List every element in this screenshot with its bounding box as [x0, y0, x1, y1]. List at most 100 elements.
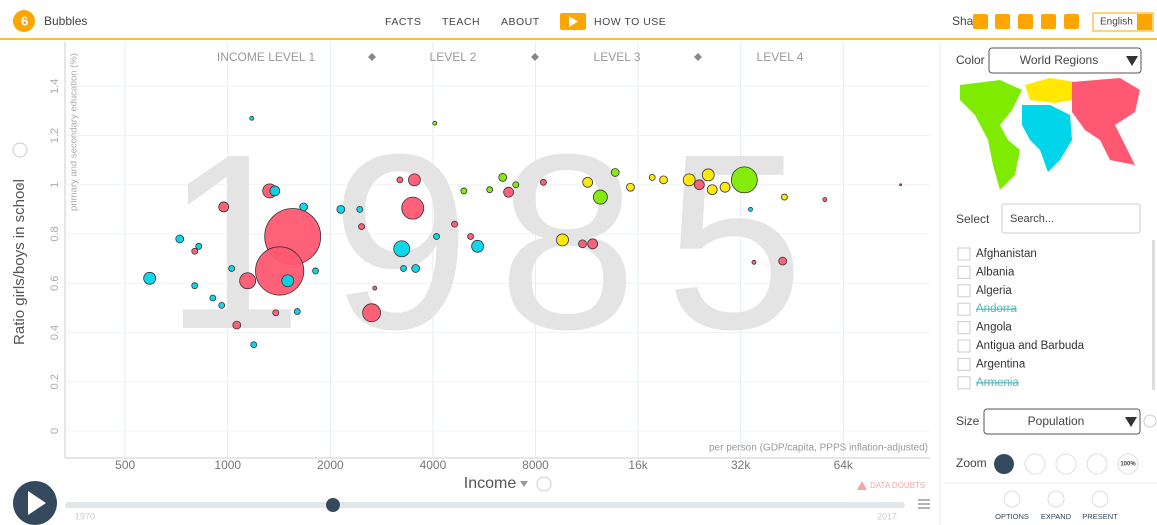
help-icon[interactable] [1143, 414, 1157, 428]
world-map[interactable] [960, 78, 1140, 190]
country-name[interactable]: Andorra [976, 303, 1018, 315]
zoom-arrow[interactable] [994, 454, 1014, 474]
zoom-out[interactable] [1055, 453, 1077, 475]
zoom-label: Zoom [956, 456, 987, 470]
country-list: Afghanistan Albania Algeria Andorra Angola An… [957, 247, 1085, 390]
country-name[interactable]: Afghanistan [976, 248, 1037, 260]
country-checkbox[interactable] [957, 339, 971, 353]
bubble [281, 274, 295, 288]
help-icon[interactable] [536, 476, 552, 492]
color-select[interactable] [988, 47, 1142, 74]
language-arrow [1137, 14, 1152, 30]
bubble [706, 184, 718, 196]
bubble [191, 247, 199, 255]
timeline-end: 2017 [877, 511, 897, 521]
list-scrollbar[interactable] [1152, 240, 1155, 390]
bubble [471, 239, 484, 253]
bubble [626, 182, 635, 192]
timeline: 1970 2017 DATA DOUBTS [13, 481, 930, 525]
bubble [778, 256, 788, 266]
bubble [269, 185, 281, 197]
x-tick-label: 32k [731, 458, 751, 472]
size-select[interactable] [983, 408, 1141, 435]
bubble [408, 173, 421, 187]
speed-control[interactable] [918, 499, 930, 509]
share-twitter[interactable] [995, 14, 1010, 29]
country-checkbox[interactable] [957, 247, 971, 261]
slider-knob[interactable] [326, 498, 340, 512]
bubble [503, 186, 514, 198]
play-glyph [569, 16, 578, 27]
bubble [659, 175, 668, 185]
slider-track[interactable] [65, 502, 905, 508]
country-checkbox[interactable] [957, 376, 971, 390]
logo-glyph: 6 [21, 13, 28, 28]
zoom-reset[interactable] [1117, 453, 1139, 475]
country-checkbox[interactable] [957, 321, 971, 335]
bubble [250, 341, 258, 349]
bubble [467, 233, 474, 240]
country-name[interactable]: Antigua and Barbuda [976, 340, 1085, 352]
y-tick-label: 1.4 [49, 79, 61, 94]
y-tick-label: 0.6 [49, 276, 61, 291]
country-name[interactable]: Armenia [976, 377, 1019, 389]
bubble [272, 309, 280, 317]
bubble [582, 176, 594, 188]
region-americas[interactable] [960, 80, 1022, 190]
select-caret [1126, 56, 1138, 66]
size-label: Size [956, 414, 980, 428]
share-facebook[interactable] [1018, 14, 1033, 29]
country-name[interactable]: Algeria [976, 285, 1012, 297]
bubble [730, 166, 758, 194]
country-checkbox[interactable] [957, 265, 971, 279]
region-africa[interactable] [1022, 105, 1072, 172]
bubble [143, 271, 157, 285]
country-checkbox[interactable] [957, 357, 971, 371]
size-value: Population [1028, 414, 1085, 428]
country-name[interactable]: Angola [976, 322, 1012, 334]
options-button[interactable] [1003, 490, 1021, 508]
income-level: INCOME LEVEL 1 [217, 50, 316, 64]
y-axis-label: Ratio girls/boys in school [11, 179, 28, 345]
zoom-pan[interactable] [1086, 453, 1108, 475]
bubble [232, 320, 242, 330]
present-button[interactable] [1091, 490, 1109, 508]
bubble [682, 173, 696, 187]
how-to-link[interactable]: HOW TO USE [594, 16, 666, 28]
share-telegram[interactable] [1041, 14, 1056, 29]
nav-link[interactable]: TEACH [442, 16, 480, 28]
share-embed[interactable] [1064, 14, 1079, 29]
zoom-in[interactable] [1024, 453, 1046, 475]
bubble [372, 285, 378, 291]
share-email[interactable] [973, 14, 988, 29]
country-checkbox[interactable] [957, 302, 971, 316]
app-name[interactable]: Bubbles [44, 14, 87, 28]
logo[interactable] [13, 10, 35, 32]
region-asia[interactable] [1072, 78, 1140, 165]
income-level: LEVEL 2 [430, 50, 477, 64]
bubble [486, 186, 494, 194]
country-name[interactable]: Albania [976, 266, 1015, 278]
button-label: OPTIONS [995, 512, 1029, 521]
bubble [719, 181, 731, 193]
bubble [822, 197, 828, 202]
button-label: EXPAND [1041, 512, 1072, 521]
nav-link[interactable]: ABOUT [501, 16, 540, 28]
year-watermark: 1985 [164, 102, 832, 381]
region-europe[interactable] [1025, 78, 1075, 103]
country-checkbox[interactable] [957, 284, 971, 298]
help-icon[interactable] [12, 142, 28, 158]
bubble [433, 233, 440, 240]
nav-link[interactable]: FACTS [385, 16, 421, 28]
button-label: PRESENT [1082, 512, 1118, 521]
data-doubts-link[interactable]: DATA DOUBTS [870, 481, 925, 490]
search-input[interactable] [1001, 203, 1141, 234]
dropdown-caret[interactable] [17, 183, 23, 188]
y-tick-label: 1.2 [49, 128, 61, 143]
y-axis-note: primary and secondary education (%) [69, 53, 80, 211]
dropdown-caret[interactable] [520, 481, 528, 487]
country-name[interactable]: Argentina [976, 358, 1026, 370]
bubble [358, 223, 365, 231]
expand-button[interactable] [1047, 490, 1065, 508]
